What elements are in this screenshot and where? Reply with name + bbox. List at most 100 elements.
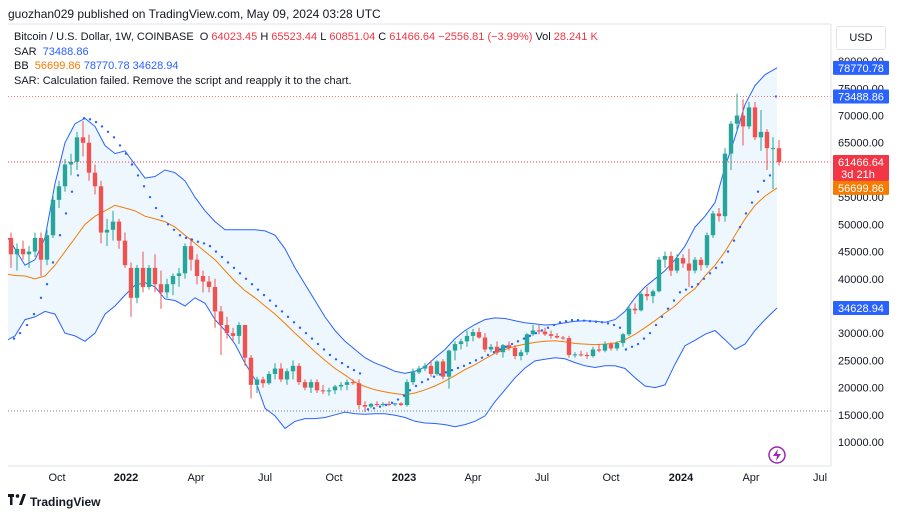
candle bbox=[710, 210, 716, 238]
sar-dot bbox=[768, 174, 772, 177]
bb-row[interactable]: BB 56699.86 78770.78 34628.94 bbox=[14, 59, 598, 74]
candle bbox=[200, 270, 206, 293]
candle-body bbox=[560, 337, 566, 339]
candle bbox=[482, 333, 488, 353]
x-tick-label: Oct bbox=[602, 472, 619, 484]
candle bbox=[752, 101, 758, 141]
candle-body bbox=[224, 325, 230, 334]
sar-dot bbox=[45, 283, 49, 286]
high-label: H bbox=[260, 31, 269, 43]
candle-body bbox=[182, 246, 188, 274]
candle bbox=[554, 333, 560, 339]
candle-body bbox=[662, 255, 668, 260]
candle-body bbox=[200, 276, 206, 282]
sar-dot bbox=[286, 315, 290, 319]
indicator-legend: Bitcoin / U.S. Dollar, 1W, COINBASE O 640… bbox=[14, 30, 598, 88]
x-tick-label: 2023 bbox=[392, 472, 416, 484]
candle-body bbox=[8, 237, 14, 255]
candle bbox=[464, 330, 470, 347]
candle bbox=[488, 344, 494, 353]
candle bbox=[608, 342, 614, 351]
open-value: 64023.45 bbox=[211, 31, 258, 43]
candle-body bbox=[98, 186, 104, 233]
candle bbox=[452, 341, 458, 361]
candle bbox=[278, 363, 284, 383]
candle bbox=[344, 379, 350, 391]
candle bbox=[92, 164, 98, 195]
candle-body bbox=[44, 235, 50, 260]
candle-body bbox=[326, 390, 332, 392]
candle-body bbox=[368, 403, 374, 407]
candle bbox=[128, 262, 134, 317]
candle-body bbox=[278, 368, 284, 380]
candle bbox=[68, 153, 74, 176]
candle-body bbox=[308, 382, 314, 388]
bb-basis-tag: 56699.86 bbox=[833, 180, 889, 195]
candle-body bbox=[170, 276, 176, 285]
candle-body bbox=[380, 403, 386, 406]
sar-tag-label: 73488.86 bbox=[838, 92, 884, 104]
bb-basis-tag-label: 56699.86 bbox=[838, 183, 884, 195]
candle bbox=[620, 333, 626, 347]
x-tick-label: 2024 bbox=[669, 472, 694, 484]
candle-body bbox=[746, 107, 752, 127]
currency-button[interactable]: USD bbox=[836, 26, 886, 50]
candle bbox=[56, 180, 62, 209]
candle-body bbox=[314, 382, 320, 391]
sar-dot bbox=[154, 206, 158, 210]
candle bbox=[74, 131, 80, 170]
candle-body bbox=[650, 291, 656, 297]
candle bbox=[476, 327, 482, 339]
sar-dot bbox=[474, 359, 478, 362]
candle-body bbox=[422, 365, 428, 369]
sar-dot bbox=[124, 152, 128, 155]
candle-body bbox=[734, 115, 740, 124]
candle-body bbox=[452, 344, 458, 351]
candle bbox=[218, 305, 224, 355]
sar-dot bbox=[468, 361, 472, 365]
sar-dot bbox=[636, 342, 640, 346]
candle-body bbox=[404, 382, 410, 406]
candle-body bbox=[176, 273, 182, 277]
sar-dot bbox=[232, 266, 236, 270]
candle bbox=[32, 232, 38, 258]
sar-row[interactable]: SAR 73488.86 bbox=[14, 45, 598, 60]
candle-body bbox=[338, 384, 344, 387]
sar-dot bbox=[268, 299, 272, 302]
low-label: L bbox=[320, 31, 327, 43]
sar-dot bbox=[444, 371, 448, 374]
sar-dot bbox=[274, 304, 278, 308]
candle bbox=[284, 368, 290, 385]
bb-lower-tag: 34628.94 bbox=[833, 300, 889, 315]
symbol-name[interactable]: Bitcoin / U.S. Dollar, 1W, COINBASE bbox=[14, 31, 194, 43]
candle bbox=[512, 345, 518, 360]
candle bbox=[776, 140, 782, 166]
candle bbox=[290, 360, 296, 380]
sar-dot bbox=[70, 190, 74, 193]
sar-dot bbox=[396, 398, 400, 401]
candle-body bbox=[464, 335, 470, 342]
candle bbox=[356, 379, 362, 410]
candle-body bbox=[110, 221, 116, 230]
tradingview-footer[interactable]: TradingView bbox=[8, 494, 100, 509]
sar-dot bbox=[32, 312, 36, 316]
candle-body bbox=[290, 365, 296, 372]
candle-body bbox=[20, 248, 26, 255]
change-value: −2556.81 (−3.99%) bbox=[438, 31, 533, 43]
candle bbox=[764, 129, 770, 170]
sar-dot bbox=[480, 356, 484, 359]
y-tick-label: 65000.00 bbox=[838, 138, 884, 150]
candle bbox=[422, 363, 428, 372]
candle-body bbox=[230, 333, 236, 336]
candle-body bbox=[542, 331, 548, 335]
candle bbox=[698, 257, 704, 271]
event-lightning-icon[interactable] bbox=[768, 446, 786, 464]
bb-lower-tag-label: 34628.94 bbox=[838, 303, 884, 315]
candle-body bbox=[416, 368, 422, 373]
candle-body bbox=[122, 240, 128, 266]
candle bbox=[80, 120, 86, 157]
candle bbox=[578, 350, 584, 357]
sar-dot bbox=[762, 179, 766, 183]
candle bbox=[20, 240, 26, 260]
